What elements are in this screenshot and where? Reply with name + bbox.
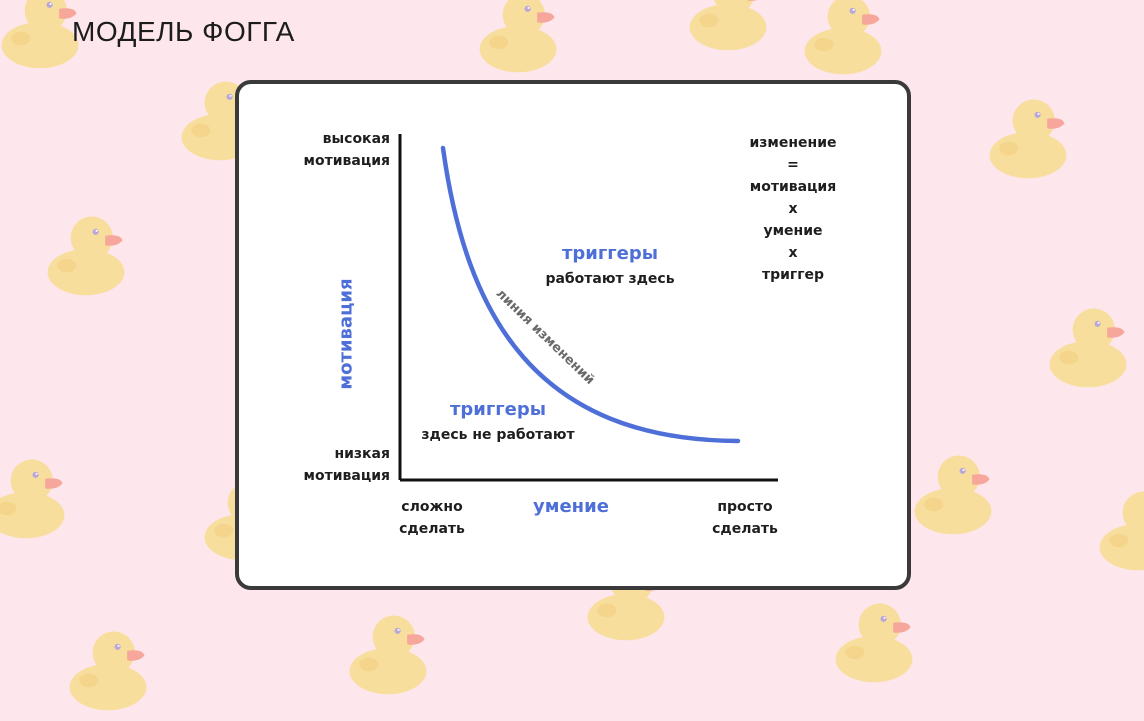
hard-to-do-line-1: сложно (401, 499, 463, 515)
rubber-duck-icon (0, 0, 88, 74)
x-axis-title: умение (533, 496, 609, 517)
formula-operator: x (788, 201, 798, 217)
easy-to-do-line-2: сделать (712, 521, 778, 537)
formula-operator: = (787, 157, 799, 173)
formula-operator: x (788, 245, 798, 261)
formula-term: изменение (749, 135, 837, 151)
triggers-dont-work-title: триггеры (449, 399, 547, 420)
triggers-work-subtitle: работают здесь (545, 271, 675, 287)
high-motivation-label: высокая мотивация (270, 128, 390, 172)
rubber-duck-icon (470, 0, 566, 78)
triggers-work-title: триггеры (561, 243, 659, 264)
action-line-curve (440, 145, 741, 444)
hard-to-do-line-2: сделать (399, 521, 465, 537)
formula-term: триггер (761, 267, 825, 283)
rubber-duck-icon (1090, 480, 1144, 576)
high-motivation-line-2: мотивация (303, 153, 390, 169)
rubber-duck-icon (0, 448, 74, 544)
easy-to-do-label: просто сделать (695, 496, 795, 540)
y-axis-title: мотивация (335, 278, 357, 390)
hard-to-do-label: сложно сделать (382, 496, 482, 540)
rubber-duck-icon (905, 444, 1001, 540)
rubber-duck-icon (1040, 297, 1136, 393)
easy-to-do-line-1: просто (717, 499, 773, 515)
low-motivation-line-1: низкая (334, 446, 390, 462)
triggers-dont-work-subtitle: здесь не работают (421, 427, 575, 443)
rubber-duck-icon (38, 205, 134, 301)
low-motivation-label: низкая мотивация (270, 443, 390, 487)
fogg-model-card (235, 80, 911, 590)
rubber-duck-icon (980, 88, 1076, 184)
page-title: МОДЕЛЬ ФОГГА (72, 16, 295, 47)
formula-term: умение (763, 223, 823, 239)
low-motivation-line-2: мотивация (303, 468, 390, 484)
rubber-duck-icon (680, 0, 776, 56)
fogg-diagram (398, 134, 778, 482)
formula-term: мотивация (749, 179, 837, 195)
behavior-formula: изменение = мотивация x умение x триггер (740, 132, 846, 286)
rubber-duck-icon (795, 0, 891, 80)
high-motivation-line-1: высокая (322, 131, 390, 147)
